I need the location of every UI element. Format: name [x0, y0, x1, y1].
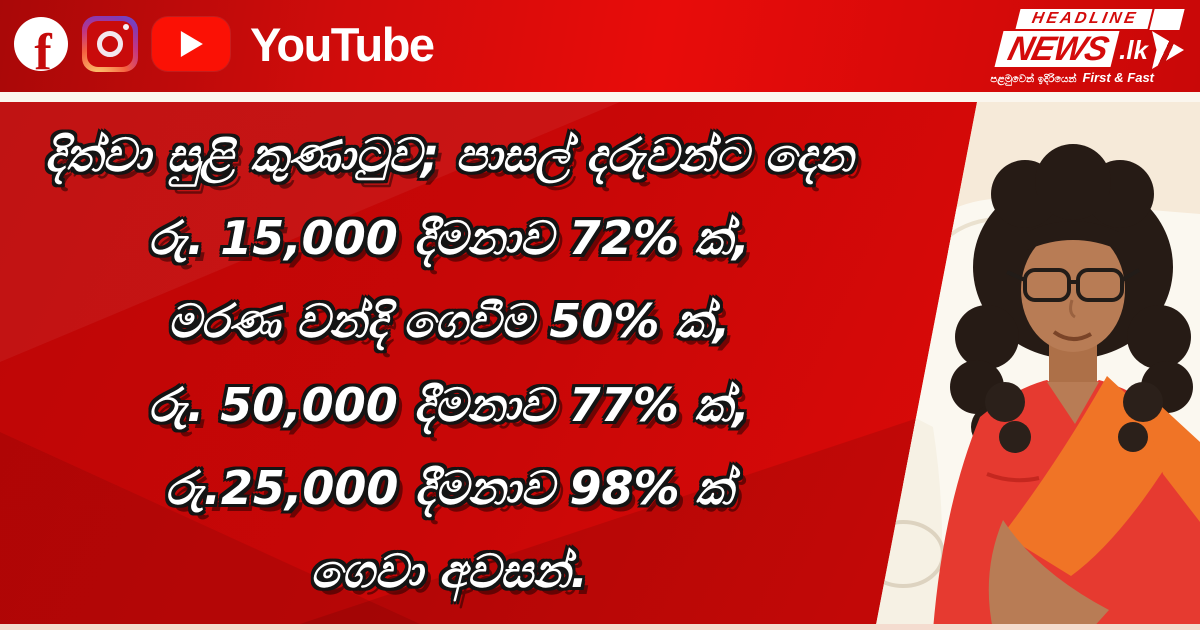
logo-tagline-sinhala: පළමුවෙන් ඉදිරියෙන්: [990, 74, 1077, 85]
logo-headline-banner: HEADLINE: [1015, 9, 1153, 29]
header-bar: f YouTube HEADLINE NEWS .lk: [0, 0, 1200, 92]
instagram-dot: [123, 24, 129, 30]
headline-line-3: මරණ වන්දි ගෙවීම 50% ක්,: [167, 294, 731, 349]
headline-line-4: රු. 50,000 දීමනාව 77% ක්,: [148, 377, 750, 432]
youtube-wordmark: YouTube: [250, 17, 435, 71]
separator-strip: [0, 92, 1200, 102]
social-icons-row: f YouTube: [14, 16, 435, 72]
youtube-play-icon: [152, 17, 230, 71]
logo-arrow-icon: [1152, 31, 1184, 69]
instagram-icon: [82, 16, 138, 72]
logo-tagline-english: First & Fast: [1082, 70, 1154, 85]
facebook-f-glyph: f: [34, 24, 52, 71]
logo-headline-text: HEADLINE: [1030, 10, 1140, 27]
logo-tagline: පළමුවෙන් ඉදිරියෙන් First & Fast: [990, 70, 1154, 85]
headline-news-logo: HEADLINE NEWS .lk පළමුවෙන් ඉදිරියෙන් Fir…: [988, 7, 1188, 87]
logo-news-row: NEWS .lk: [994, 30, 1148, 68]
logo-white-tail: [1149, 9, 1185, 30]
headline-line-2: රු. 15,000 දීමනාව 72% ක්,: [148, 211, 750, 266]
portrait-illustration: [875, 102, 1200, 630]
headline-line-1: දිත්වා සුළි කුණාටුව; පාසල් දරුවන්ට දෙන: [44, 128, 854, 182]
instagram-lens: [97, 31, 123, 57]
portrait-photo: [875, 102, 1200, 630]
headline-text-block: දිත්වා සුළි කුණාටුව; පාසල් දරුවන්ට දෙන ර…: [4, 118, 894, 610]
facebook-icon: f: [14, 17, 68, 71]
headline-line-5: රු.25,000 දීමනාව 98% ක්: [165, 460, 733, 515]
bottom-accent-strip: [0, 624, 1200, 630]
logo-news-text: NEWS: [994, 30, 1120, 68]
logo-lk-text: .lk: [1119, 35, 1148, 65]
play-triangle-icon: [180, 31, 203, 57]
headline-line-6: ගෙවා අවසන්.: [310, 543, 588, 598]
